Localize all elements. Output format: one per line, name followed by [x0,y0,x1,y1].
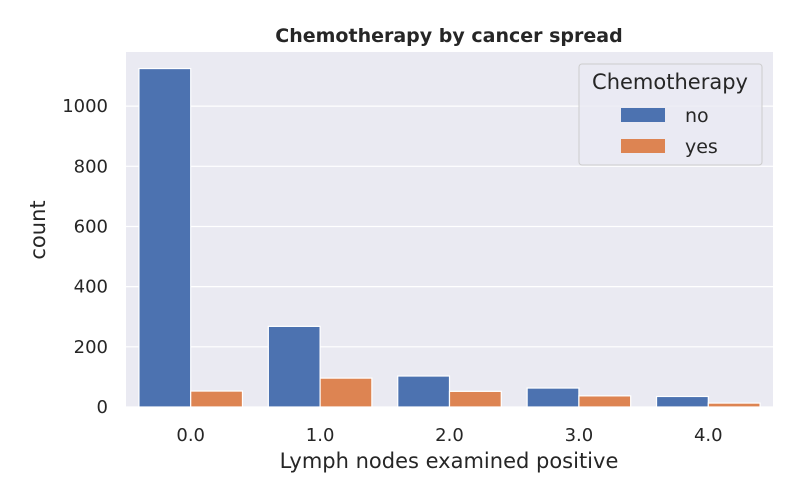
x-tick-label-2.0: 2.0 [435,425,464,446]
bar-yes-3.0 [578,395,632,408]
y-tick-label-800: 800 [74,156,108,177]
y-tick-label-1000: 1000 [62,96,108,117]
bar-no-2.0 [397,375,451,408]
bar-no-0.0 [138,67,192,408]
bar-no-3.0 [526,387,580,408]
bar-yes-2.0 [448,390,502,408]
y-tick-labels: 0 200 400 600 800 1000 [62,96,108,418]
legend-label-no: no [685,105,709,127]
legend-swatch-yes [621,139,665,153]
bar-no-4.0 [655,395,709,408]
y-tick-label-200: 200 [74,337,108,358]
bars [138,67,761,408]
legend-swatch-no [621,108,665,122]
x-tick-label-3.0: 3.0 [565,425,594,446]
x-tick-labels: 0.0 1.0 2.0 3.0 4.0 [176,425,722,446]
legend-label-yes: yes [685,136,718,158]
bar-no-1.0 [267,325,321,408]
x-tick-label-1.0: 1.0 [306,425,335,446]
bar-yes-4.0 [707,402,761,408]
x-tick-label-0.0: 0.0 [176,425,205,446]
x-tick-label-4.0: 4.0 [694,425,723,446]
y-tick-label-0: 0 [97,397,108,418]
x-axis-label: Lymph nodes examined positive [280,449,619,473]
y-axis-label: count [26,200,50,259]
chart-title: Chemotherapy by cancer spread [275,25,622,47]
legend: Chemotherapy no yes [578,63,763,166]
legend-title: Chemotherapy [592,70,748,94]
bar-yes-1.0 [319,377,373,408]
y-tick-label-400: 400 [74,277,108,298]
bar-yes-0.0 [190,390,244,408]
y-tick-label-600: 600 [74,216,108,237]
